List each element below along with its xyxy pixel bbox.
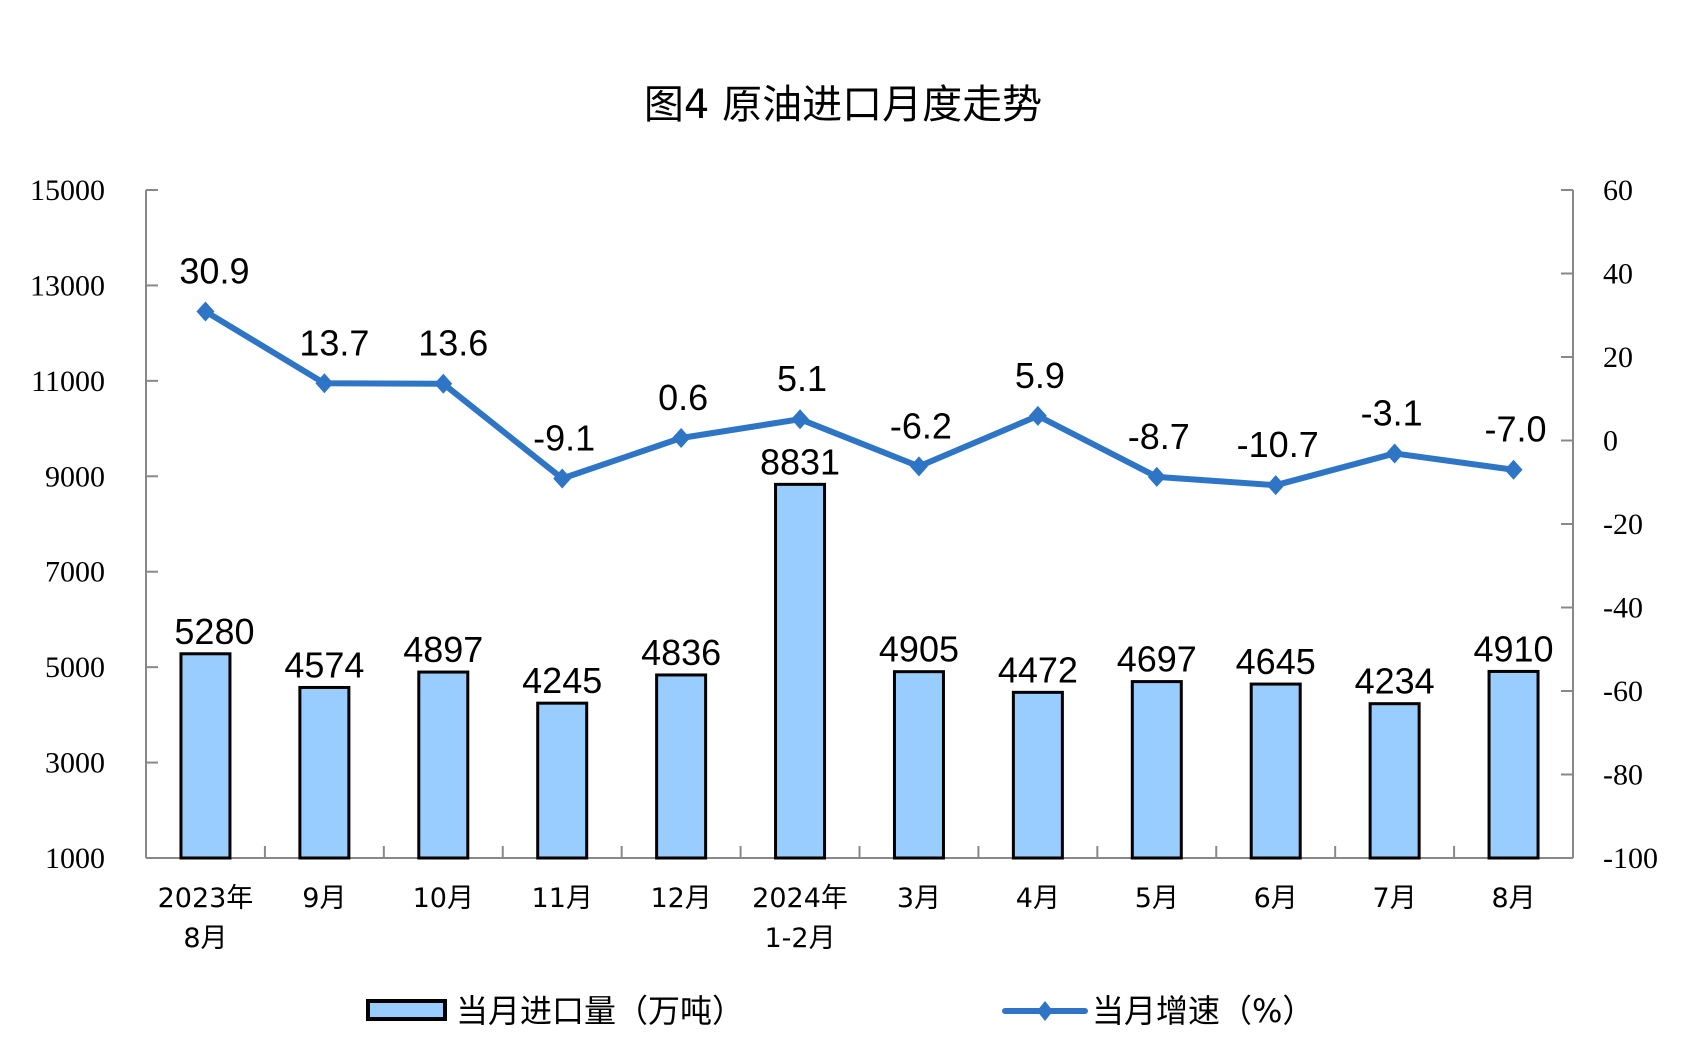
axes: 1000 3000 5000 7000 9000 11000 13000 15000 -100 -… — [30, 174, 1658, 954]
bar-value-label: 4697 — [1117, 639, 1197, 680]
bar — [179, 652, 232, 860]
left-tick-label: 11000 — [31, 365, 105, 398]
bar-value-label: 4897 — [403, 629, 483, 670]
left-tick-label: 5000 — [45, 651, 105, 684]
bar — [298, 685, 351, 860]
line-marker — [196, 301, 215, 322]
line-marker — [909, 456, 928, 477]
legend-line-label: 当月增速（%） — [1092, 992, 1314, 1030]
bar-value-label: 5280 — [174, 611, 254, 652]
line-marker — [434, 373, 453, 394]
line-marker — [1266, 475, 1285, 496]
x-tick-label: 2023年 — [158, 883, 254, 914]
right-tick-label: -80 — [1603, 759, 1643, 792]
line-value-label: -3.1 — [1361, 392, 1423, 433]
x-tick-label: 9月 — [302, 883, 346, 914]
x-tick-label: 11月 — [532, 883, 593, 914]
x-tick-label: 1-2月 — [764, 923, 835, 954]
x-tick-label: 5月 — [1135, 883, 1179, 914]
line-marker — [1147, 466, 1166, 487]
bar — [892, 670, 945, 860]
bar — [655, 673, 708, 860]
line-marker — [672, 427, 691, 448]
legend-line-marker — [1037, 1001, 1053, 1021]
x-tick-label: 10月 — [413, 883, 474, 914]
bar — [1249, 682, 1302, 860]
right-tick-label: 20 — [1603, 341, 1633, 374]
right-tick-label: -40 — [1603, 592, 1643, 625]
line-value-label: 13.6 — [418, 323, 488, 364]
growth-line — [203, 308, 1514, 489]
bar — [1011, 690, 1064, 860]
line-marker — [1385, 443, 1404, 464]
left-tick-label: 15000 — [30, 174, 105, 207]
line-value-label: -6.2 — [890, 405, 952, 446]
bar-value-label: 4234 — [1355, 661, 1435, 702]
x-tick-label: 8月 — [1491, 883, 1535, 914]
bar-value-label: 4245 — [522, 660, 602, 701]
line-value-label: 30.9 — [179, 250, 249, 291]
line-value-label: -8.7 — [1128, 416, 1190, 457]
left-tick-label: 9000 — [45, 460, 105, 493]
x-tick-label: 7月 — [1373, 883, 1417, 914]
left-tick-label: 7000 — [45, 556, 105, 589]
bar-value-label: 4905 — [879, 629, 959, 670]
x-tick-label: 4月 — [1016, 883, 1060, 914]
line-value-label: 13.7 — [299, 322, 369, 363]
line-marker — [1028, 405, 1047, 426]
bar-value-label: 4645 — [1236, 641, 1316, 682]
bar — [1368, 702, 1421, 860]
bar — [1487, 669, 1540, 860]
line-marker — [791, 409, 810, 430]
x-tick-label: 3月 — [897, 883, 941, 914]
line-value-label: 5.9 — [1015, 355, 1065, 396]
bar-value-label: 4574 — [284, 644, 364, 685]
right-tick-label: -100 — [1603, 842, 1658, 875]
line-marker — [315, 373, 334, 394]
line-value-label: -9.1 — [533, 417, 595, 458]
bar-value-label: 4910 — [1473, 628, 1553, 669]
bar-value-label: 4836 — [641, 632, 721, 673]
legend: 当月进口量（万吨） 当月增速（%） — [366, 992, 1314, 1030]
line-value-label: -10.7 — [1237, 424, 1319, 465]
right-tick-label: 0 — [1603, 425, 1618, 458]
line-value-label: -7.0 — [1485, 409, 1547, 450]
x-tick-label: 12月 — [650, 883, 711, 914]
legend-bar-swatch — [366, 999, 447, 1021]
bar — [536, 701, 589, 860]
x-tick-label: 2024年 — [752, 883, 848, 914]
line-value-label: 5.1 — [777, 358, 827, 399]
bar-value-label: 4472 — [998, 649, 1078, 690]
line-marker — [553, 468, 572, 489]
chart-title: 图4 原油进口月度走势 — [644, 82, 1042, 128]
bar-value-label: 8831 — [760, 441, 840, 482]
right-tick-label: -20 — [1603, 508, 1643, 541]
line-value-label: 0.6 — [658, 377, 708, 418]
right-tick-label: 60 — [1603, 174, 1633, 207]
legend-bar-label: 当月进口量（万吨） — [456, 992, 744, 1030]
left-tick-label: 1000 — [45, 842, 105, 875]
left-tick-label: 3000 — [45, 747, 105, 780]
bars: 5280 4574 4897 4245 4836 8831 4905 4472 4697 4645… — [174, 441, 1554, 860]
line-series: 30.9 13.7 13.6 -9.1 0.6 5.1 -6.2 5.9 -8.7 -10.7 -3… — [179, 250, 1547, 496]
left-tick-label: 13000 — [30, 269, 105, 302]
bar — [417, 670, 470, 860]
x-tick-label: 6月 — [1254, 883, 1298, 914]
line-marker — [1504, 459, 1523, 480]
right-tick-label: 40 — [1603, 258, 1633, 291]
right-tick-label: -60 — [1603, 675, 1643, 708]
bar — [774, 482, 827, 860]
x-tick-label: 8月 — [183, 923, 227, 954]
bar — [1130, 680, 1183, 860]
